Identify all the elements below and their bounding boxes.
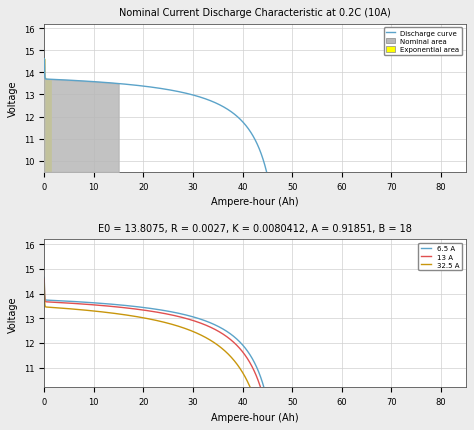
32.5 A <box>84 308 90 313</box>
Line: 32.5 A: 32.5 A <box>44 285 292 430</box>
Line: 6.5 A: 6.5 A <box>44 278 292 430</box>
Y-axis label: Voltage: Voltage <box>9 295 18 332</box>
13 A <box>84 302 90 307</box>
13 A <box>147 309 153 314</box>
13 A <box>41 277 47 282</box>
32.5 A <box>147 317 153 322</box>
Legend: Discharge curve, Nominal area, Exponential area: Discharge curve, Nominal area, Exponenti… <box>383 28 462 56</box>
6.5 A <box>258 374 264 379</box>
X-axis label: Ampere-hour (Ah): Ampere-hour (Ah) <box>211 412 299 422</box>
6.5 A <box>84 300 90 305</box>
X-axis label: Ampere-hour (Ah): Ampere-hour (Ah) <box>211 197 299 207</box>
32.5 A <box>258 416 264 421</box>
32.5 A <box>137 315 142 320</box>
Y-axis label: Voltage: Voltage <box>9 80 18 117</box>
6.5 A <box>41 275 47 280</box>
32.5 A <box>41 282 47 287</box>
13 A <box>258 385 264 390</box>
6.5 A <box>137 305 142 310</box>
6.5 A <box>70 299 75 304</box>
Title: Nominal Current Discharge Characteristic at 0.2C (10A): Nominal Current Discharge Characteristic… <box>119 8 391 18</box>
Title: E0 = 13.8075, R = 0.0027, K = 0.0080412, A = 0.91851, B = 18: E0 = 13.8075, R = 0.0027, K = 0.0080412,… <box>98 223 412 233</box>
6.5 A <box>147 306 153 311</box>
13 A <box>137 307 142 312</box>
Line: 13 A: 13 A <box>44 280 292 430</box>
32.5 A <box>70 307 75 312</box>
13 A <box>70 301 75 306</box>
Legend: 6.5 A, 13 A, 32.5 A: 6.5 A, 13 A, 32.5 A <box>418 243 462 271</box>
